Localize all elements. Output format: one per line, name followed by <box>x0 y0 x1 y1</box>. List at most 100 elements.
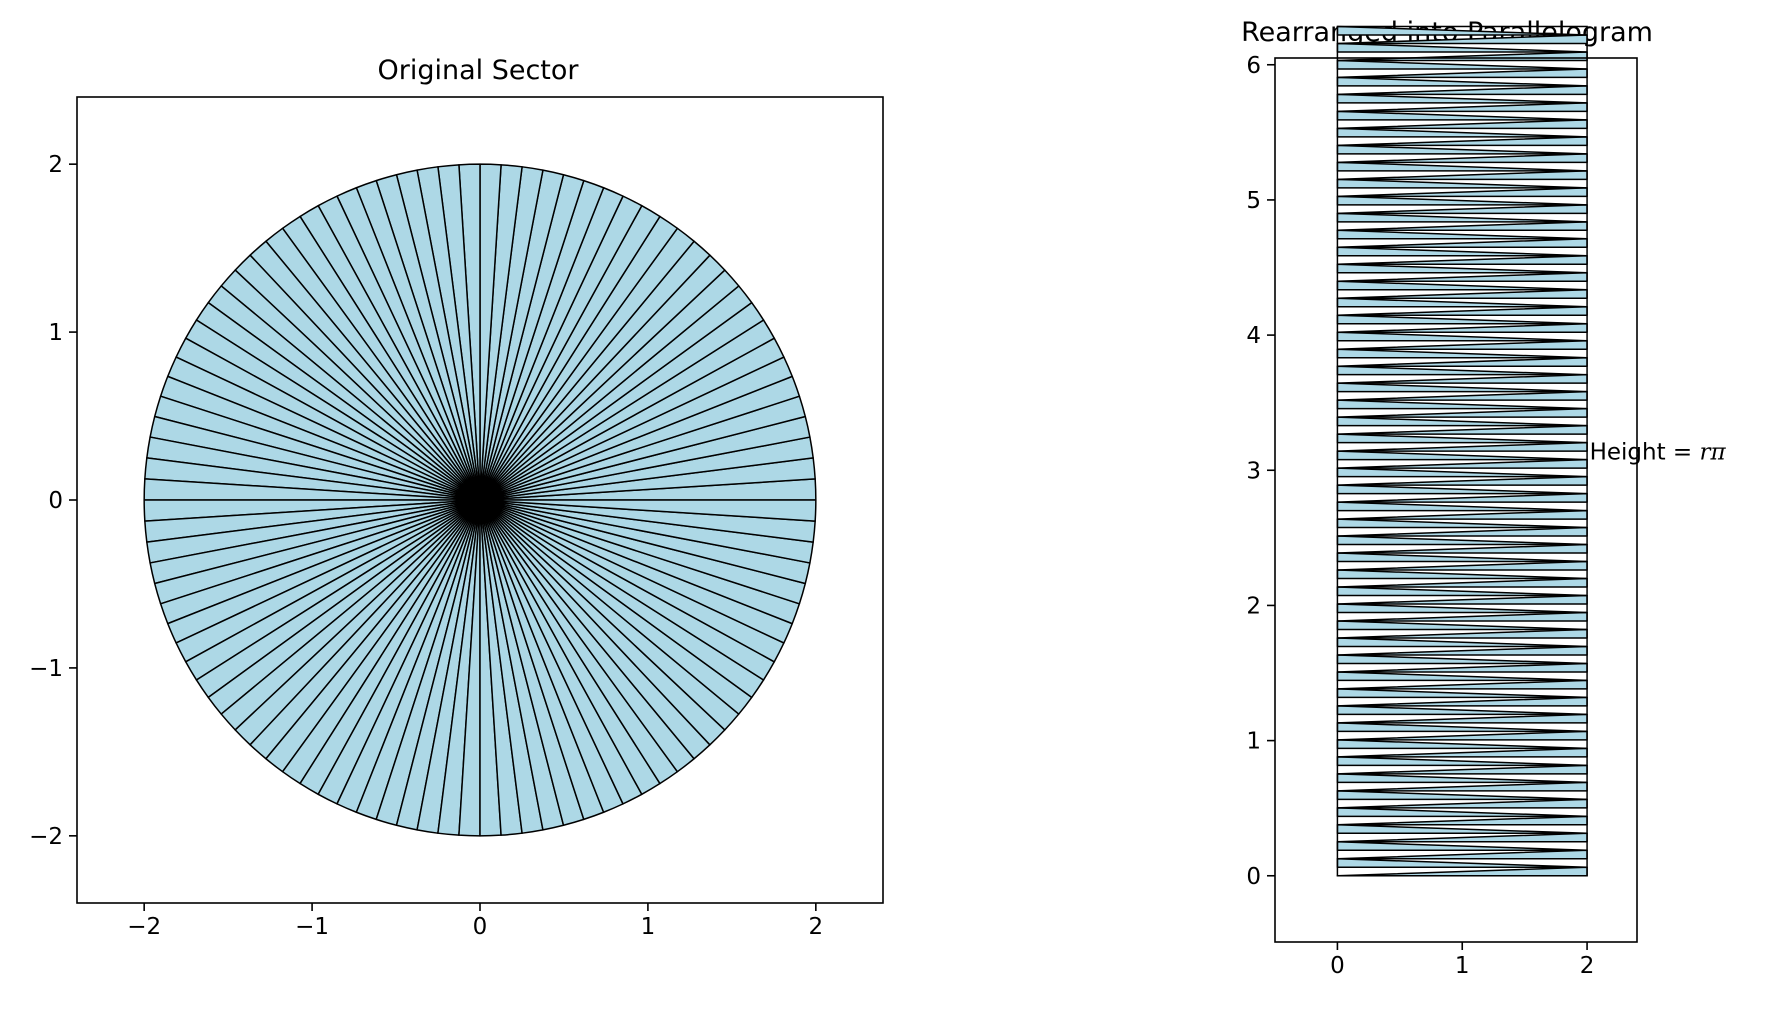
parallelogram-wedge <box>1336 221 1588 232</box>
parallelogram-wedge <box>1336 611 1588 622</box>
parallelogram-wedge <box>1336 594 1588 605</box>
parallelogram-wedge <box>1336 153 1588 164</box>
parallelogram-wedge <box>1336 458 1588 469</box>
x-tick: −2 <box>127 903 161 940</box>
x-tick: 2 <box>1580 942 1594 979</box>
parallelogram-wedge <box>1336 560 1588 571</box>
parallelogram-wedge <box>1336 102 1588 113</box>
parallelogram-wedge <box>1336 450 1588 461</box>
parallelogram-wedge <box>1336 798 1588 809</box>
y-tick-label: 3 <box>1246 458 1261 484</box>
parallelogram-wedge <box>1336 110 1588 121</box>
parallelogram-wedge <box>1336 136 1588 147</box>
sector-wedge <box>479 499 817 522</box>
y-tick: 1 <box>1246 729 1275 755</box>
parallelogram-wedge <box>1336 365 1588 376</box>
parallelogram-x-ticks: 0 1 2 <box>1330 942 1594 979</box>
parallelogram-wedge <box>1336 586 1588 597</box>
parallelogram-wedge <box>1336 484 1588 495</box>
parallelogram-wedge <box>1336 807 1588 818</box>
y-tick: −2 <box>29 824 77 850</box>
parallelogram-wedge <box>1336 305 1588 316</box>
parallelogram-wedge <box>1336 433 1588 444</box>
parallelogram-wedge <box>1336 399 1588 410</box>
x-tick: 1 <box>641 903 655 940</box>
parallelogram-wedge <box>1336 773 1588 784</box>
parallelogram-wedge <box>1336 645 1588 656</box>
parallelogram-wedge <box>1336 390 1588 401</box>
parallelogram-wedge <box>1336 424 1588 435</box>
y-tick: 6 <box>1246 53 1275 79</box>
parallelogram-wedge <box>1336 569 1588 580</box>
parallelogram-wedge <box>1336 68 1588 79</box>
parallelogram-wedge <box>1336 263 1588 274</box>
x-tick: 2 <box>809 903 824 940</box>
parallelogram-wedge <box>1336 518 1588 529</box>
original-sector-y-ticks: −2 −1 0 1 2 <box>29 152 77 850</box>
y-tick: 2 <box>48 152 77 178</box>
parallelogram-wedge <box>1336 501 1588 512</box>
height-annotation: Height = rπ <box>1590 439 1727 465</box>
parallelogram-wedge <box>1336 85 1588 96</box>
parallelogram-wedge <box>1336 255 1588 266</box>
parallelogram-wedge <box>1336 620 1588 631</box>
parallelogram-wedge <box>1336 297 1588 308</box>
parallelogram-wedge <box>1336 824 1588 835</box>
parallelogram-wedge <box>1336 654 1588 665</box>
y-tick-label: 1 <box>1246 729 1261 755</box>
parallelogram-wedge <box>1336 280 1588 291</box>
y-tick: 4 <box>1246 323 1275 349</box>
x-tick: 0 <box>473 903 487 940</box>
parallelogram-wedges <box>1336 25 1588 877</box>
y-tick: 0 <box>1246 864 1275 890</box>
parallelogram-wedge <box>1336 161 1588 172</box>
parallelogram-outline <box>1336 25 1588 877</box>
parallelogram-y-ticks: 0 1 2 3 4 5 6 <box>1246 53 1275 890</box>
y-tick-label: 4 <box>1246 323 1261 349</box>
parallelogram-wedge <box>1336 705 1588 716</box>
x-tick: 0 <box>1330 942 1345 979</box>
y-tick-label: 5 <box>1246 188 1261 214</box>
parallelogram-wedge <box>1336 246 1588 257</box>
y-tick: 0 <box>48 488 77 514</box>
y-tick-label: 2 <box>48 152 63 178</box>
parallelogram-axes-frame <box>1274 57 1638 943</box>
parallelogram-wedge <box>1336 178 1588 189</box>
parallelogram-wedge <box>1336 866 1588 877</box>
parallelogram-wedge <box>1336 671 1588 682</box>
parallelogram-wedge <box>1336 713 1588 724</box>
y-tick: 2 <box>1246 593 1275 619</box>
parallelogram-wedge <box>1336 552 1588 563</box>
y-tick-label: −2 <box>29 824 63 850</box>
parallelogram-wedge <box>1336 51 1588 62</box>
parallelogram-wedge <box>1336 204 1588 215</box>
parallelogram-wedge <box>1336 603 1588 614</box>
parallelogram-wedge <box>1336 339 1588 350</box>
parallelogram-wedge <box>1336 416 1588 427</box>
parallelogram-wedge <box>1336 577 1588 588</box>
y-tick: 3 <box>1246 458 1275 484</box>
y-tick-label: 1 <box>48 320 63 346</box>
parallelogram-wedge <box>1336 543 1588 554</box>
parallelogram-wedge <box>1336 475 1588 486</box>
parallelogram-wedge <box>1336 790 1588 801</box>
x-tick: −1 <box>295 903 329 940</box>
parallelogram-wedge <box>1336 187 1588 198</box>
parallelogram-wedge <box>1336 170 1588 181</box>
y-tick-label: 2 <box>1246 593 1261 619</box>
y-tick-label: −1 <box>29 656 63 682</box>
parallelogram-wedge <box>1336 662 1588 673</box>
y-tick: 1 <box>48 320 77 346</box>
parallelogram-wedge <box>1336 119 1588 130</box>
parallelogram-wedge <box>1336 509 1588 520</box>
parallelogram-wedge <box>1336 289 1588 300</box>
parallelogram-wedge <box>1336 322 1588 333</box>
parallelogram-wedge <box>1336 722 1588 733</box>
parallelogram-wedge <box>1336 76 1588 87</box>
x-tick-label: −2 <box>127 914 161 940</box>
x-tick-label: 2 <box>809 914 824 940</box>
parallelogram-wedge <box>1336 93 1588 104</box>
y-tick-label: 0 <box>1246 864 1261 890</box>
